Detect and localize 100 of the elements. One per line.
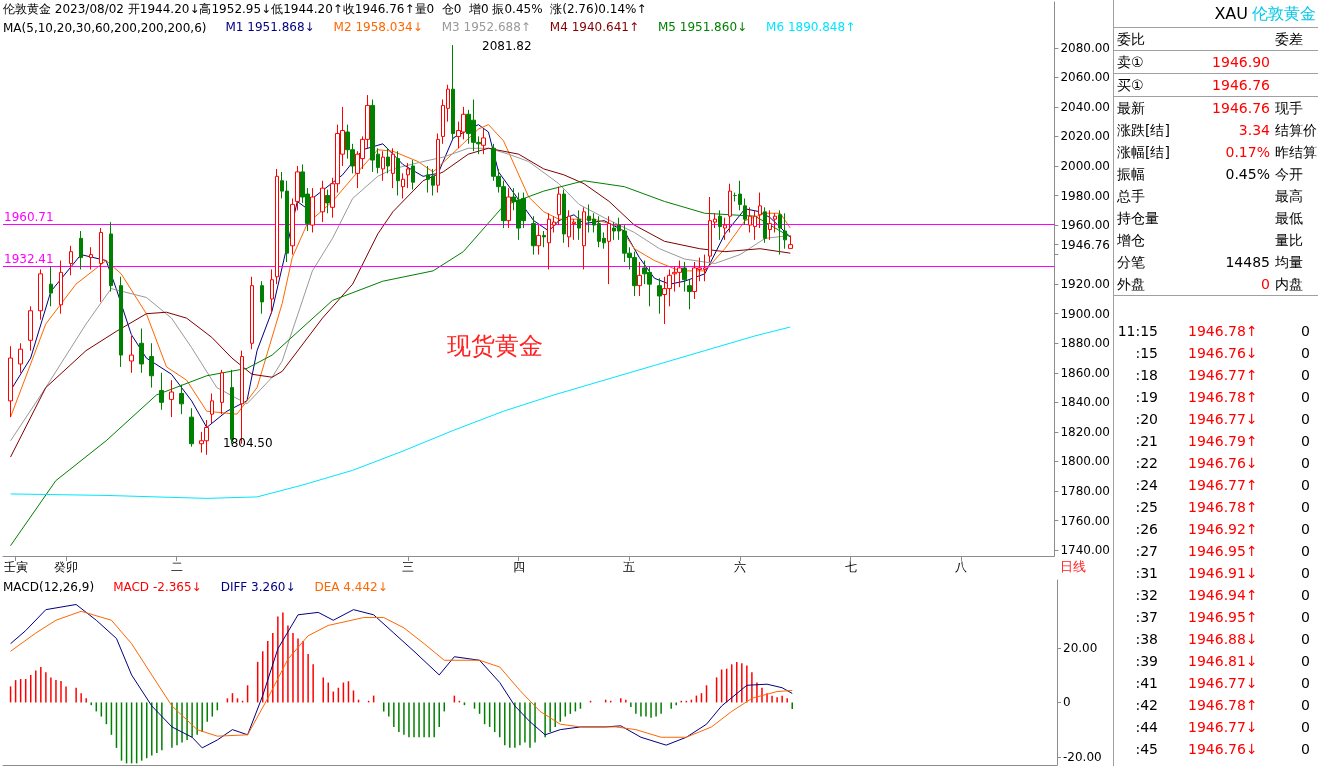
candlestick bbox=[783, 212, 787, 250]
candlestick bbox=[179, 384, 184, 415]
category-label: 外盘 bbox=[1117, 275, 1145, 294]
data-label: 1946.91↓ bbox=[1188, 564, 1258, 583]
candlestick bbox=[28, 305, 33, 352]
y-tick-label: 1740.00 bbox=[1060, 543, 1110, 558]
text: M3 1952.688↑ bbox=[441, 20, 531, 34]
chart-title: 伦敦黄金 2023/08/02 开1944.20↓高1952.95↓低1944.20↑收1946.76↑量0 仓0 增0 振0.45% 涨(2.76)0.14%↑ bbox=[3, 2, 647, 16]
category-label: :45 bbox=[1135, 740, 1158, 759]
candlestick bbox=[607, 215, 611, 285]
data-label: 0 bbox=[1301, 608, 1310, 627]
category-label: :22 bbox=[1135, 454, 1158, 473]
candlestick bbox=[119, 276, 123, 368]
candlestick bbox=[290, 197, 295, 256]
text: XAU bbox=[1214, 4, 1248, 23]
category-label: :37 bbox=[1135, 608, 1158, 627]
candlestick bbox=[109, 221, 113, 293]
text: 伦敦黄金 bbox=[1252, 4, 1316, 23]
text: M6 1890.848↑ bbox=[766, 20, 856, 34]
candlestick bbox=[310, 187, 315, 233]
candlestick bbox=[325, 189, 330, 214]
data-label: 1946.76↓ bbox=[1188, 740, 1258, 759]
candlestick bbox=[250, 276, 254, 350]
candlestick bbox=[270, 268, 274, 315]
candlestick bbox=[401, 172, 405, 199]
data-label: 1946.81↓ bbox=[1188, 652, 1258, 671]
y-tick-label: 0 bbox=[1063, 695, 1071, 710]
candlestick bbox=[758, 192, 762, 229]
category-label: 现手 bbox=[1275, 100, 1303, 116]
candlestick bbox=[8, 345, 13, 418]
y-tick-label: 2060.00 bbox=[1060, 70, 1110, 85]
candlestick bbox=[728, 183, 732, 233]
candlestick bbox=[49, 265, 53, 307]
category-label: :25 bbox=[1135, 498, 1158, 517]
category-label: :38 bbox=[1135, 630, 1158, 649]
candlestick bbox=[738, 180, 742, 211]
category-label: :19 bbox=[1135, 388, 1158, 407]
candlestick bbox=[396, 150, 400, 197]
candlestick bbox=[99, 227, 103, 303]
candlestick bbox=[436, 132, 440, 194]
x-tick-label: 五 bbox=[623, 560, 636, 574]
candlestick bbox=[788, 234, 793, 249]
data-label: 0.17% bbox=[1225, 143, 1270, 162]
candlestick bbox=[723, 217, 727, 241]
data-label: 0 bbox=[1301, 542, 1310, 561]
data-label: 1946.77↑ bbox=[1188, 476, 1258, 495]
y-tick-label: 1860.00 bbox=[1060, 365, 1110, 380]
data-label: 1946.76 bbox=[1212, 99, 1270, 118]
candlestick bbox=[778, 209, 782, 256]
data-label: 0 bbox=[1301, 564, 1310, 583]
series-label: DIFF 3.260↓ bbox=[220, 580, 296, 594]
category-label: :15 bbox=[1135, 344, 1158, 363]
category-label: 振幅 bbox=[1117, 165, 1145, 184]
candlestick bbox=[773, 212, 777, 233]
data-label: 1946.78↑ bbox=[1188, 498, 1258, 517]
candlestick bbox=[531, 215, 536, 256]
y-tick-label: -20.00 bbox=[1063, 749, 1102, 764]
y-tick-label: 2020.00 bbox=[1060, 129, 1110, 144]
candlestick bbox=[38, 268, 43, 321]
x-tick-label: 三 bbox=[401, 560, 414, 574]
y-tick-label: 1820.00 bbox=[1060, 424, 1110, 439]
text: M2 1958.034↓ bbox=[333, 20, 423, 34]
category-label: 结算价 bbox=[1275, 122, 1317, 138]
data-label: 1946.95↑ bbox=[1188, 542, 1258, 561]
data-label: 1946.94↑ bbox=[1188, 586, 1258, 605]
data-label: 0 bbox=[1301, 520, 1310, 539]
category-label: :39 bbox=[1135, 652, 1158, 671]
candlestick bbox=[763, 206, 767, 244]
data-label: 1946.76↓ bbox=[1188, 454, 1258, 473]
category-label: 最新 bbox=[1117, 99, 1145, 118]
candlestick bbox=[637, 261, 642, 297]
data-label: 0 bbox=[1301, 718, 1310, 737]
y-tick-label: 1780.00 bbox=[1060, 484, 1110, 498]
data-label: 1946.77↓ bbox=[1188, 674, 1258, 693]
legend-title: MA(5,10,20,30,60,200,200,200,6) bbox=[3, 21, 207, 35]
data-label: 0 bbox=[1301, 586, 1310, 605]
ref-line-label: 1932.41 bbox=[4, 251, 54, 266]
candlestick bbox=[411, 159, 415, 191]
category-label: :42 bbox=[1135, 696, 1158, 715]
candlestick bbox=[159, 372, 164, 411]
annotation: 1804.50 bbox=[223, 436, 273, 450]
candlestick bbox=[89, 246, 93, 270]
data-label: 0 bbox=[1301, 454, 1310, 473]
category-label: :44 bbox=[1135, 718, 1158, 737]
y-tick-label: 1946.76 bbox=[1060, 237, 1110, 252]
candlestick bbox=[18, 342, 23, 374]
data-label: 0 bbox=[1301, 388, 1310, 407]
line-series bbox=[10, 326, 791, 499]
category-label: 均量 bbox=[1275, 254, 1303, 270]
data-label: 0 bbox=[1301, 410, 1310, 429]
candlestick bbox=[79, 230, 83, 270]
category-label: :41 bbox=[1135, 674, 1158, 693]
y-tick-label: 2080.00 bbox=[1060, 40, 1110, 55]
category-label: :21 bbox=[1135, 432, 1158, 451]
y-tick-label: 20.00 bbox=[1063, 641, 1098, 656]
data-label: 0 bbox=[1301, 674, 1310, 693]
candlestick bbox=[562, 189, 566, 244]
candlestick bbox=[189, 407, 194, 448]
category-label: :32 bbox=[1135, 586, 1158, 605]
y-tick-label: 1800.00 bbox=[1060, 454, 1110, 469]
